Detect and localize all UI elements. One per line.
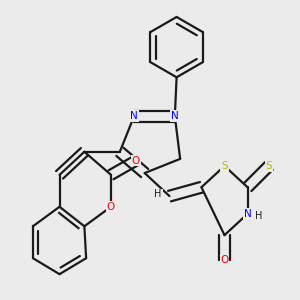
Text: O: O	[132, 156, 140, 166]
Text: O: O	[220, 255, 229, 265]
Text: S: S	[221, 161, 228, 171]
Text: H: H	[254, 211, 262, 220]
Text: O: O	[107, 202, 115, 212]
Text: N: N	[130, 111, 138, 121]
Text: H: H	[154, 189, 162, 199]
Text: S: S	[266, 161, 272, 171]
Text: N: N	[171, 111, 179, 121]
Text: N: N	[244, 209, 251, 219]
